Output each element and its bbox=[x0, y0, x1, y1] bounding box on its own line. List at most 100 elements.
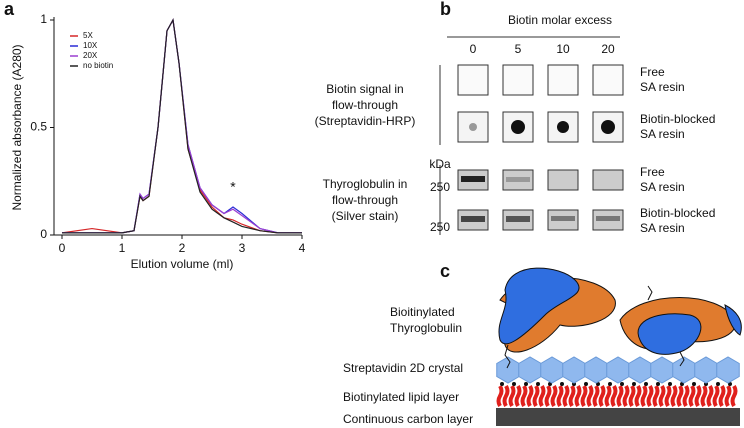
streptavidin bbox=[650, 356, 674, 384]
linker bbox=[504, 344, 511, 369]
lipid bbox=[658, 384, 666, 408]
layer-label: Biotinylated lipid layer bbox=[343, 390, 459, 404]
blot bbox=[502, 64, 534, 96]
lipid bbox=[568, 384, 576, 408]
marker: 250 bbox=[430, 180, 450, 194]
panel-label: b bbox=[440, 0, 451, 19]
x-tick-label: 0 bbox=[59, 241, 66, 255]
lipid bbox=[664, 384, 672, 408]
blot bbox=[547, 64, 579, 96]
lipid bbox=[616, 384, 624, 408]
linker bbox=[647, 285, 653, 301]
lipid-layer bbox=[496, 382, 738, 408]
biotin bbox=[536, 382, 540, 386]
row-label: SA resin bbox=[640, 180, 685, 194]
lipid bbox=[502, 384, 510, 408]
streptavidin-crystal bbox=[496, 356, 740, 384]
spot bbox=[601, 120, 615, 134]
blot bbox=[592, 64, 624, 96]
x-tick-label: 1 bbox=[119, 241, 126, 255]
x-tick-label: 4 bbox=[299, 241, 306, 255]
series-line bbox=[62, 18, 302, 234]
lipid bbox=[724, 384, 732, 408]
row-label: Free bbox=[640, 65, 665, 79]
lipid bbox=[718, 384, 726, 408]
marker: 250 bbox=[430, 220, 450, 234]
lipid bbox=[712, 384, 720, 408]
x-tick-label: 2 bbox=[179, 241, 186, 255]
lipid bbox=[604, 384, 612, 408]
lipid bbox=[676, 384, 684, 408]
row-label: Free bbox=[640, 165, 665, 179]
lipid bbox=[532, 384, 540, 408]
band bbox=[461, 216, 485, 222]
spot bbox=[557, 121, 569, 133]
lipid bbox=[574, 384, 582, 408]
band bbox=[506, 216, 530, 222]
lipid bbox=[598, 384, 606, 408]
biotin bbox=[500, 382, 504, 386]
lipid bbox=[652, 384, 660, 408]
biotin bbox=[608, 382, 612, 386]
band bbox=[506, 177, 530, 182]
streptavidin bbox=[496, 356, 520, 384]
blot bbox=[592, 169, 624, 191]
lipid bbox=[556, 384, 564, 408]
layer-label: Bioitinylated bbox=[390, 305, 455, 319]
row-label: SA resin bbox=[640, 221, 685, 235]
legend-label: 10X bbox=[83, 41, 98, 50]
biotin bbox=[584, 382, 588, 386]
lipid bbox=[682, 384, 690, 408]
biotin bbox=[656, 382, 660, 386]
streptavidin bbox=[694, 356, 718, 384]
lipid bbox=[496, 384, 504, 408]
header: Biotin molar excess bbox=[508, 13, 612, 27]
lipid bbox=[508, 384, 516, 408]
layer-label: Continuous carbon layer bbox=[343, 412, 473, 426]
lipid bbox=[586, 384, 594, 408]
panel-label: c bbox=[440, 261, 450, 281]
column-label: 20 bbox=[601, 42, 615, 56]
carbon-layer bbox=[496, 408, 740, 426]
blot bbox=[547, 169, 579, 191]
row-group-label: (Silver stain) bbox=[332, 209, 399, 223]
row-label: Biotin-blocked bbox=[640, 206, 715, 220]
legend-label: 20X bbox=[83, 51, 98, 60]
linker bbox=[679, 351, 685, 367]
row-group-label: Biotin signal in bbox=[326, 82, 403, 96]
streptavidin bbox=[562, 356, 586, 384]
streptavidin bbox=[716, 356, 740, 384]
lipid bbox=[592, 384, 600, 408]
column-label: 0 bbox=[470, 42, 477, 56]
streptavidin bbox=[540, 356, 564, 384]
x-axis-label: Elution volume (ml) bbox=[131, 257, 234, 271]
column-label: 10 bbox=[556, 42, 570, 56]
x-tick-label: 3 bbox=[239, 241, 246, 255]
lipid bbox=[694, 384, 702, 408]
series-line bbox=[61, 18, 302, 234]
biotin bbox=[632, 382, 636, 386]
y-axis-label: Normalized absorbance (A280) bbox=[10, 44, 24, 210]
streptavidin bbox=[584, 356, 608, 384]
lipid bbox=[706, 384, 714, 408]
lipid bbox=[520, 384, 528, 408]
lipid bbox=[700, 384, 708, 408]
lipid bbox=[550, 384, 558, 408]
series-line bbox=[62, 18, 302, 234]
biotin bbox=[716, 382, 720, 386]
row-group-label: flow-through bbox=[332, 193, 398, 207]
lipid bbox=[544, 384, 552, 408]
lipid bbox=[634, 384, 642, 408]
row-label: Biotin-blocked bbox=[640, 112, 715, 126]
biotin bbox=[644, 382, 648, 386]
layer-label: Thyroglobulin bbox=[390, 321, 462, 335]
spot bbox=[511, 120, 525, 134]
lipid bbox=[538, 384, 546, 408]
band bbox=[461, 176, 485, 182]
biotin bbox=[524, 382, 528, 386]
streptavidin bbox=[606, 356, 630, 384]
lipid bbox=[730, 384, 738, 408]
biotin bbox=[512, 382, 516, 386]
lipid bbox=[622, 384, 630, 408]
